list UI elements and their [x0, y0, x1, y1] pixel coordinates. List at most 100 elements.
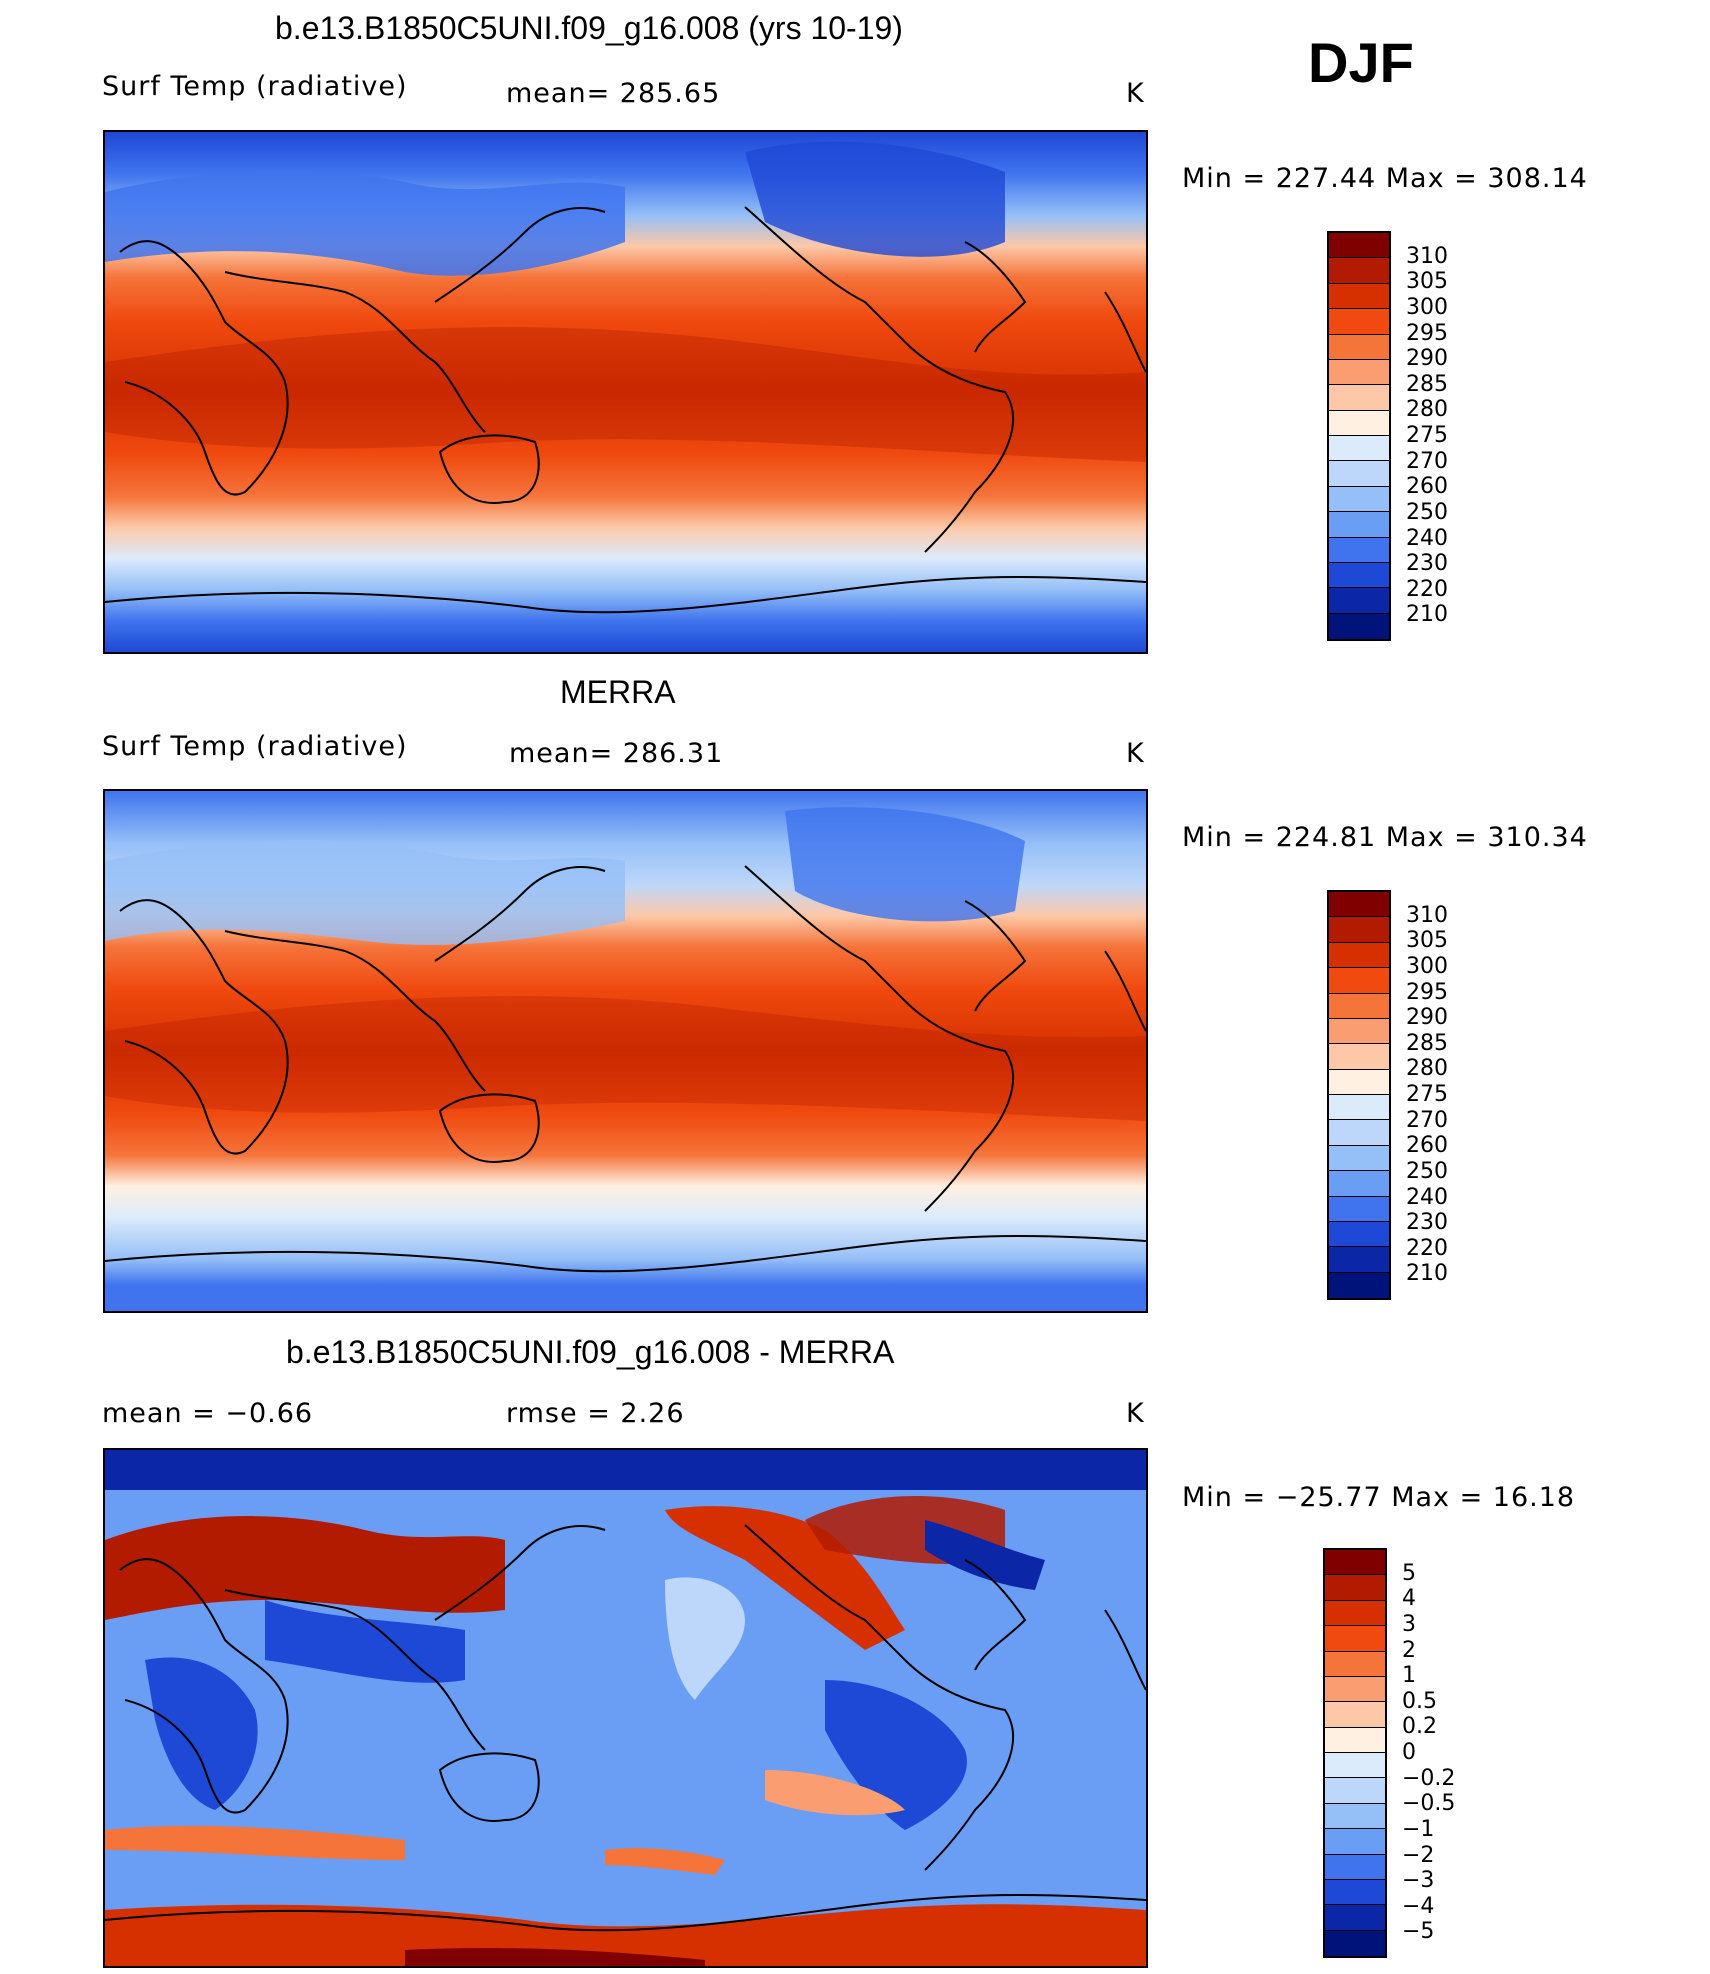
colorbar-tick-label: 240	[1406, 1184, 1448, 1210]
colorbar-swatch	[1329, 283, 1389, 310]
colorbar-tick-label: 230	[1406, 551, 1448, 577]
colorbar-tick-label: 295	[1406, 979, 1448, 1005]
panel2-title: MERRA	[560, 674, 676, 710]
colorbar-tick-label: 250	[1406, 1158, 1448, 1184]
panel3-rmse-label: rmse = 2.26	[506, 1398, 685, 1429]
colorbar-tick-label: −1	[1402, 1816, 1435, 1842]
colorbar-swatch	[1329, 334, 1389, 360]
colorbar-swatch	[1329, 613, 1389, 639]
panel2-min-max: Min = 224.81 Max = 310.34	[1182, 822, 1588, 853]
panel2-map	[103, 789, 1148, 1313]
colorbar-swatch	[1325, 1803, 1385, 1830]
colorbar-swatch	[1329, 1069, 1389, 1095]
colorbar-tick-label: 300	[1406, 953, 1448, 979]
colorbar-tick-label: 300	[1406, 294, 1448, 320]
colorbar-swatch	[1329, 1171, 1389, 1197]
colorbar-tick-label: 0.5	[1402, 1688, 1437, 1714]
colorbar-tick-label: 0.2	[1402, 1714, 1437, 1740]
colorbar-tick-label: 305	[1406, 928, 1448, 954]
colorbar-tick-label: 290	[1406, 1005, 1448, 1031]
colorbar-swatch	[1329, 1196, 1389, 1222]
colorbar-tick-label: 280	[1406, 397, 1448, 423]
colorbar-tick-label: 220	[1406, 576, 1448, 602]
panel1-variable-label: Surf Temp (radiative)	[102, 71, 408, 102]
colorbar-tick-label: 260	[1406, 1133, 1448, 1159]
colorbar-tick-label: 0	[1402, 1740, 1416, 1765]
panel2-colorbar	[1327, 890, 1391, 1300]
colorbar-swatch	[1325, 1829, 1385, 1855]
colorbar-swatch	[1329, 258, 1389, 284]
colorbar-swatch	[1325, 1905, 1385, 1931]
colorbar-tick-label: 4	[1402, 1586, 1416, 1612]
colorbar-swatch	[1329, 309, 1389, 335]
colorbar-tick-label: 295	[1406, 320, 1448, 346]
colorbar-swatch	[1329, 1145, 1389, 1172]
colorbar-tick-label: −0.5	[1402, 1791, 1456, 1817]
colorbar-swatch	[1329, 461, 1389, 487]
colorbar-tick-label: −2	[1402, 1842, 1435, 1868]
colorbar-tick-label: 2	[1402, 1637, 1416, 1663]
colorbar-swatch	[1329, 562, 1389, 589]
colorbar-swatch	[1329, 410, 1389, 436]
colorbar-tick-label: −0.2	[1402, 1765, 1456, 1791]
panel3-title: b.e13.B1850C5UNI.f09_g16.008 - MERRA	[286, 1334, 895, 1370]
panel2-mean-label: mean= 286.31	[509, 738, 724, 769]
panel2-units: K	[1126, 738, 1145, 769]
colorbar-tick-label: 260	[1406, 474, 1448, 500]
colorbar-tick-label: 5	[1402, 1560, 1416, 1586]
panel1-colorbar	[1327, 231, 1391, 641]
colorbar-swatch	[1325, 1778, 1385, 1804]
colorbar-tick-label: 3	[1402, 1611, 1416, 1637]
colorbar-swatch	[1329, 359, 1389, 386]
colorbar-swatch	[1325, 1930, 1385, 1956]
colorbar-swatch	[1329, 993, 1389, 1019]
colorbar-swatch	[1325, 1676, 1385, 1703]
colorbar-tick-label: 240	[1406, 525, 1448, 551]
colorbar-swatch	[1329, 892, 1389, 918]
colorbar-swatch	[1329, 968, 1389, 994]
colorbar-swatch	[1325, 1854, 1385, 1880]
panel3-min-max: Min = −25.77 Max = 16.18	[1182, 1482, 1576, 1513]
panel3-mean-label: mean = −0.66	[102, 1398, 314, 1429]
colorbar-swatch	[1329, 385, 1389, 411]
colorbar-tick-label: 270	[1406, 1107, 1448, 1133]
panel3-colorbar	[1323, 1548, 1387, 1958]
panel3-map	[103, 1448, 1148, 1968]
colorbar-swatch	[1325, 1879, 1385, 1906]
colorbar-swatch	[1329, 1095, 1389, 1121]
panel3-units: K	[1126, 1398, 1145, 1429]
colorbar-swatch	[1325, 1575, 1385, 1601]
colorbar-swatch	[1329, 1120, 1389, 1146]
colorbar-tick-label: 285	[1406, 1030, 1448, 1056]
panel3-coastlines	[105, 1524, 1146, 1932]
colorbar-swatch	[1329, 1272, 1389, 1298]
colorbar-swatch	[1325, 1550, 1385, 1576]
colorbar-swatch	[1325, 1651, 1385, 1677]
colorbar-swatch	[1329, 436, 1389, 462]
colorbar-tick-label: −5	[1402, 1919, 1435, 1945]
colorbar-tick-label: 230	[1406, 1210, 1448, 1236]
colorbar-tick-label: 310	[1406, 243, 1448, 269]
colorbar-swatch	[1329, 486, 1389, 513]
colorbar-tick-label: −3	[1402, 1868, 1435, 1894]
panel1-min-max: Min = 227.44 Max = 308.14	[1182, 163, 1588, 194]
colorbar-swatch	[1329, 233, 1389, 259]
colorbar-swatch	[1325, 1727, 1385, 1753]
colorbar-swatch	[1325, 1702, 1385, 1728]
panel2-coastlines	[105, 865, 1146, 1273]
panel1-coastlines	[105, 206, 1146, 614]
panel1-title: b.e13.B1850C5UNI.f09_g16.008 (yrs 10-19)	[275, 10, 903, 46]
colorbar-tick-label: −4	[1402, 1893, 1435, 1919]
colorbar-swatch	[1329, 512, 1389, 538]
colorbar-swatch	[1325, 1753, 1385, 1779]
colorbar-swatch	[1329, 1044, 1389, 1070]
colorbar-tick-label: 280	[1406, 1056, 1448, 1082]
colorbar-tick-label: 210	[1406, 1261, 1448, 1287]
colorbar-swatch	[1329, 917, 1389, 943]
colorbar-tick-label: 1	[1402, 1663, 1416, 1689]
colorbar-tick-label: 290	[1406, 346, 1448, 372]
colorbar-swatch	[1329, 942, 1389, 969]
colorbar-tick-label: 275	[1406, 1082, 1448, 1107]
colorbar-swatch	[1325, 1600, 1385, 1627]
colorbar-tick-label: 275	[1406, 423, 1448, 448]
